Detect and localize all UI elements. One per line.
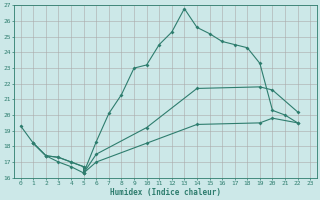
X-axis label: Humidex (Indice chaleur): Humidex (Indice chaleur) bbox=[110, 188, 221, 197]
